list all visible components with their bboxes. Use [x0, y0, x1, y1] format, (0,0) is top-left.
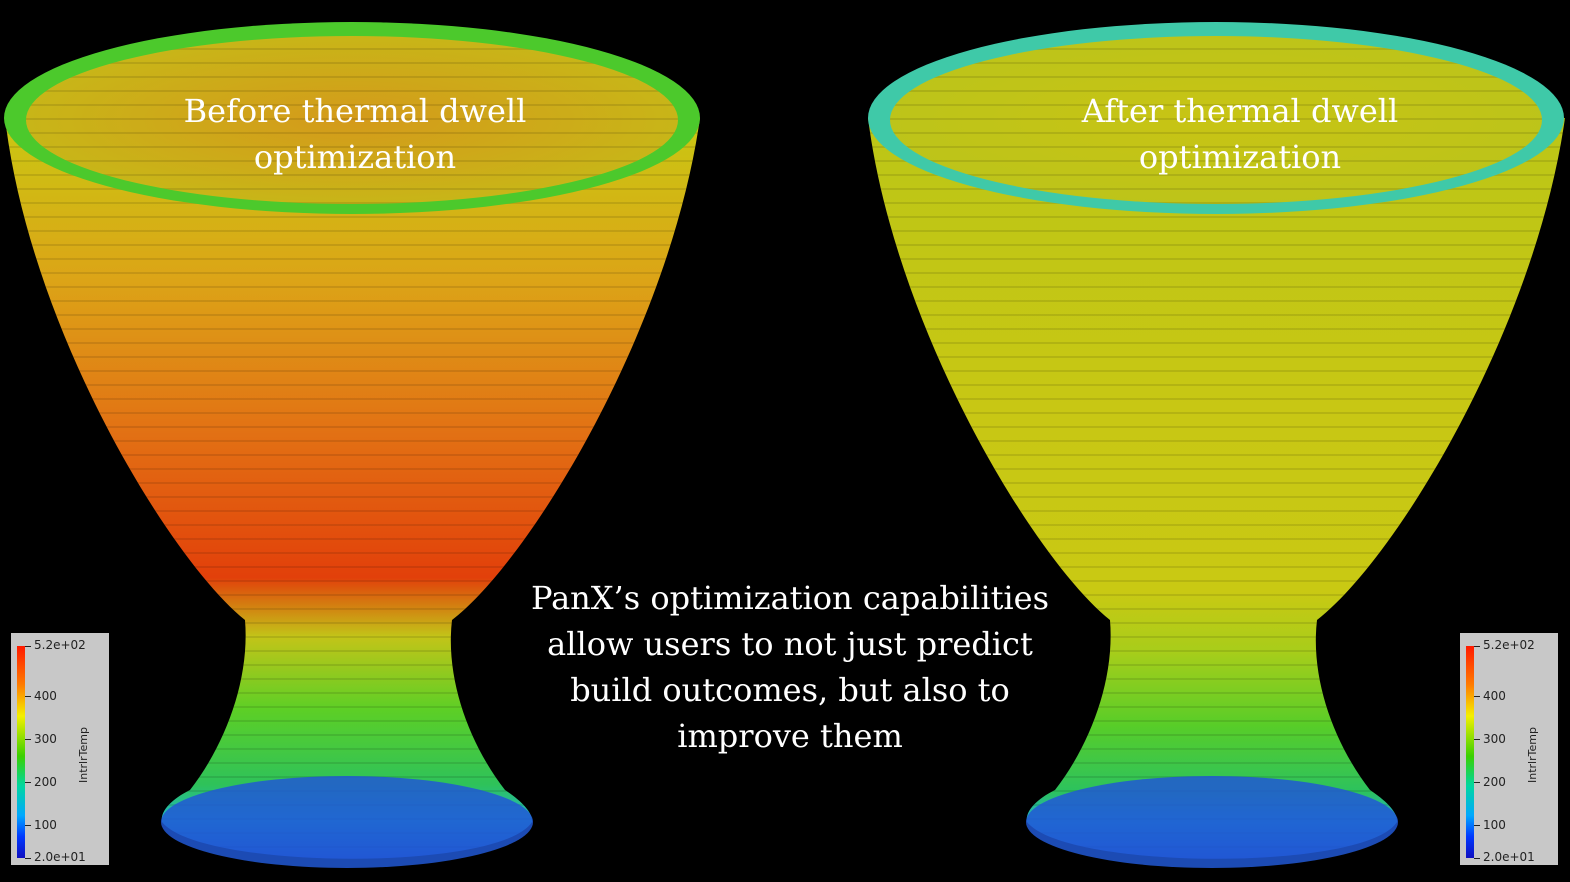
- legend-tick-label: 200: [34, 775, 57, 789]
- legend-tick-label: 100: [1483, 818, 1506, 832]
- tick-mark: [25, 696, 31, 697]
- cup-before-base: [161, 776, 533, 868]
- tick-mark: [25, 858, 31, 859]
- tick-mark: [1474, 739, 1480, 740]
- legend-tick-label: 300: [1483, 732, 1506, 746]
- legend-tick-label: 100: [34, 818, 57, 832]
- legend-max-label: 5.2e+02: [34, 638, 86, 652]
- legend-min-label: 2.0e+01: [34, 850, 86, 864]
- legend-tick-label: 400: [34, 689, 57, 703]
- color-legend-right: 5.2e+02 400 300 200 100 2.0e+01 IntrlrTe…: [1460, 633, 1558, 865]
- tick-mark: [25, 782, 31, 783]
- caption-after-line-1: After thermal dwell: [1081, 92, 1399, 130]
- caption-after: After thermal dwell optimization: [1010, 88, 1470, 180]
- caption-before-line-2: optimization: [253, 138, 457, 176]
- color-legend-left: 5.2e+02 400 300 200 100 2.0e+01 IntrlrTe…: [11, 633, 109, 865]
- color-scale-bar: [17, 646, 25, 858]
- caption-main: PanX’s optimization capabilities allow u…: [515, 575, 1065, 759]
- tick-mark: [25, 646, 31, 647]
- legend-min-label: 2.0e+01: [1483, 850, 1535, 864]
- cup-before: [4, 22, 700, 868]
- cup-after: [868, 22, 1565, 868]
- caption-main-line-2: allow users to not just predict: [547, 625, 1033, 663]
- caption-main-line-1: PanX’s optimization capabilities: [530, 579, 1050, 617]
- caption-main-line-3: build outcomes, but also to: [570, 671, 1010, 709]
- legend-title: IntrlrTemp: [77, 727, 90, 783]
- legend-tick-label: 200: [1483, 775, 1506, 789]
- legend-title: IntrlrTemp: [1526, 727, 1539, 783]
- tick-mark: [1474, 646, 1480, 647]
- tick-mark: [1474, 782, 1480, 783]
- tick-mark: [1474, 825, 1480, 826]
- cup-after-base: [1026, 776, 1398, 868]
- caption-main-line-4: improve them: [677, 717, 903, 755]
- tick-mark: [1474, 696, 1480, 697]
- legend-tick-label: 300: [34, 732, 57, 746]
- color-scale-bar: [1466, 646, 1474, 858]
- caption-before-line-1: Before thermal dwell: [183, 92, 527, 130]
- tick-mark: [25, 825, 31, 826]
- tick-mark: [25, 739, 31, 740]
- legend-tick-label: 400: [1483, 689, 1506, 703]
- legend-max-label: 5.2e+02: [1483, 638, 1535, 652]
- caption-before: Before thermal dwell optimization: [130, 88, 580, 180]
- tick-mark: [1474, 858, 1480, 859]
- caption-after-line-2: optimization: [1138, 138, 1342, 176]
